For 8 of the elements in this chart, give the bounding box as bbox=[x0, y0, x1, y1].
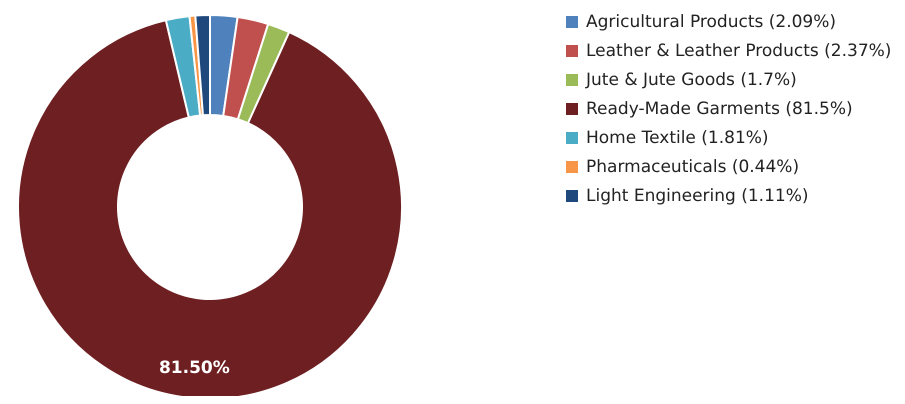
legend-label: Ready-Made Garments (81.5%) bbox=[586, 98, 854, 121]
legend-label: Light Engineering (1.11%) bbox=[586, 185, 810, 208]
legend-label: Home Textile (1.81%) bbox=[586, 127, 770, 150]
data-label: 81.50% bbox=[158, 358, 230, 378]
legend-label: Leather & Leather Products (2.37%) bbox=[586, 40, 892, 63]
legend-label: Pharmaceuticals (0.44%) bbox=[586, 156, 800, 179]
legend-label: Agricultural Products (2.09%) bbox=[586, 11, 838, 34]
legend-label: Jute & Jute Goods (1.7%) bbox=[586, 69, 798, 92]
